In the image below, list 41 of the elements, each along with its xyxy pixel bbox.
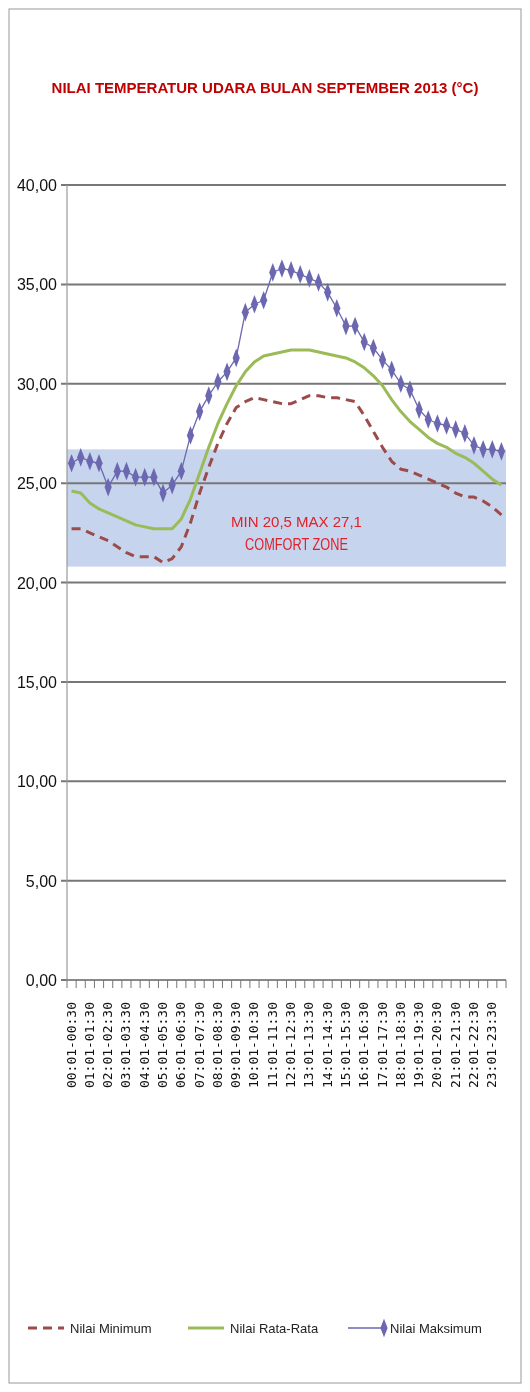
y-tick-label: 40,00 (16, 177, 58, 194)
legend-label: Nilai Minimum (70, 1321, 152, 1336)
x-tick-label: 17:01-17:30 (374, 1002, 390, 1089)
x-tick-label: 14:01-14:30 (319, 1002, 335, 1089)
chart-title: NILAI TEMPERATUR UDARA BULAN SEPTEMBER 2013 (°C) (51, 79, 479, 96)
x-tick-label: 07:01-07:30 (191, 1002, 207, 1089)
x-tick-label: 18:01-18:30 (392, 1002, 408, 1089)
annotation: MIN 20,5 MAX 27,1 (231, 512, 362, 530)
x-tick-label: 10:01-10:30 (246, 1002, 262, 1089)
x-tick-label: 03:01-03:30 (118, 1002, 134, 1089)
x-tick-label: 16:01-16:30 (356, 1002, 372, 1089)
y-tick-label: 5,00 (25, 872, 58, 890)
y-tick-label: 25,00 (16, 475, 58, 493)
legend-label: Nilai Rata-Rata (230, 1321, 319, 1336)
x-tick-label: 04:01-04:30 (136, 1002, 152, 1089)
legend-label: Nilai Maksimum (390, 1321, 482, 1336)
x-tick-label: 08:01-08:30 (209, 1002, 225, 1089)
x-tick-label: 12:01-12:30 (283, 1002, 299, 1089)
x-tick-label: 15:01-15:30 (337, 1002, 353, 1089)
x-tick-label: 20:01-20:30 (429, 1002, 445, 1089)
band-label: COMFORT ZONE (245, 533, 348, 554)
y-tick-label: 30,00 (16, 375, 58, 393)
y-tick-label: 20,00 (16, 574, 58, 592)
y-tick-label: 0,00 (25, 972, 58, 989)
x-tick-label: 06:01-06:30 (173, 1002, 189, 1089)
x-tick-label: 11:01-11:30 (264, 1002, 280, 1089)
y-tick-label: 15,00 (16, 673, 58, 691)
x-tick-label: 05:01-05:30 (155, 1002, 171, 1089)
y-tick-label: 10,00 (16, 773, 58, 791)
line-series (70, 394, 503, 565)
x-tick-label: 21:01-21:30 (447, 1002, 463, 1089)
x-tick-label: 02:01-02:30 (100, 1002, 116, 1089)
line-series (70, 348, 503, 531)
x-tick-label: 01:01-01:30 (81, 1002, 97, 1089)
y-tick-label: 35,00 (16, 276, 58, 294)
x-tick-label: 23:01-23:30 (484, 1002, 500, 1089)
x-tick-label: 22:01-22:30 (465, 1002, 481, 1089)
x-tick-label: 09:01-09:30 (228, 1002, 244, 1089)
x-tick-label: 13:01-13:30 (301, 1002, 317, 1089)
x-tick-label: 00:01-00:30 (63, 1002, 79, 1089)
x-tick-label: 19:01-19:30 (411, 1002, 427, 1089)
